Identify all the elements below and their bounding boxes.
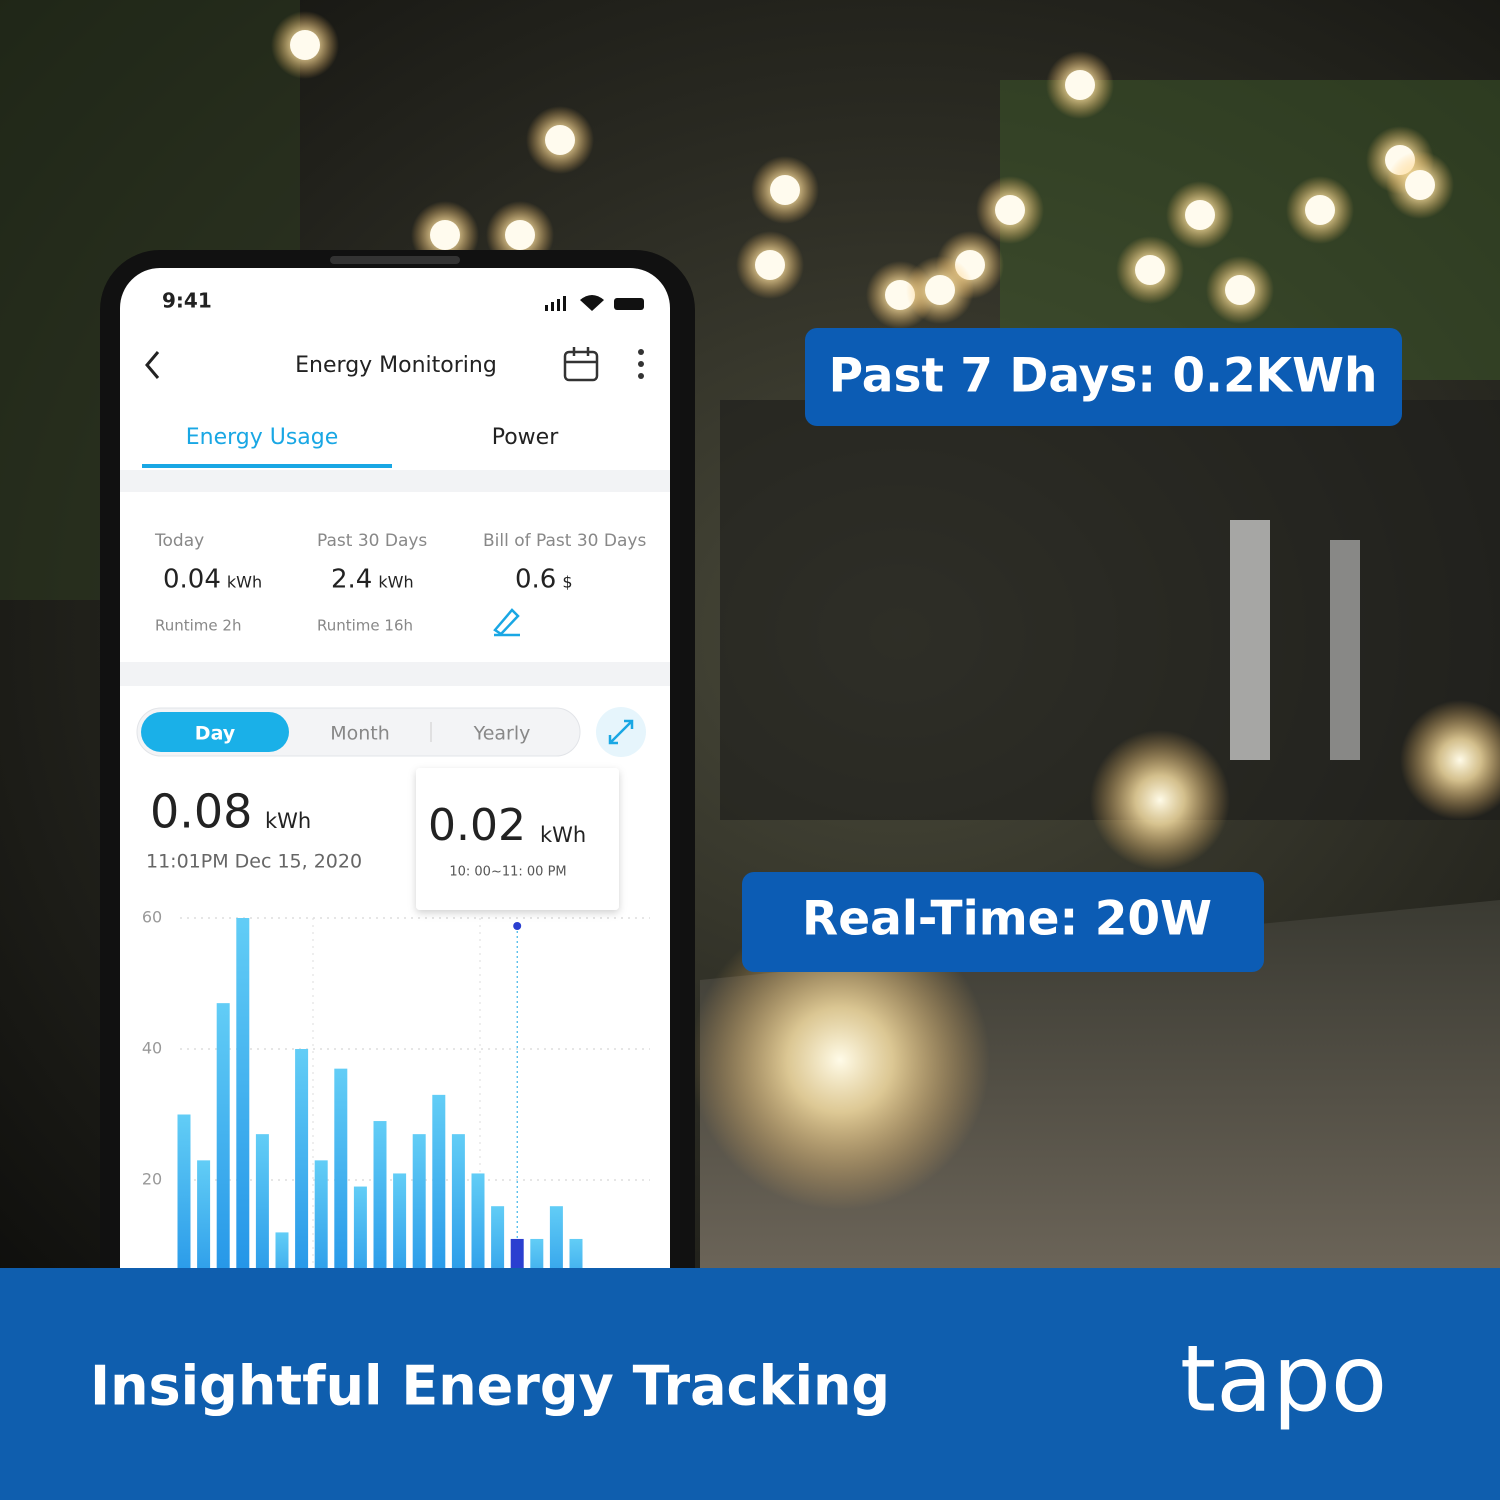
callout-text: Real-Time: 20W (802, 892, 1212, 947)
light-bulb (995, 195, 1025, 225)
tagline: Insightful Energy Tracking (90, 1355, 890, 1418)
tab[interactable]: Power (492, 425, 559, 450)
footer-banner (0, 1268, 1500, 1500)
screen-title: Energy Monitoring (295, 353, 497, 378)
bar (510, 1238, 524, 1268)
summary-note: Runtime 2h (155, 617, 241, 635)
period-tab[interactable]: Yearly (473, 723, 531, 745)
back-button[interactable] (145, 351, 160, 379)
y-tick-label: 20 (142, 1170, 162, 1189)
bar (530, 1238, 544, 1268)
bar (353, 1186, 367, 1268)
summary-value: 0.04 (163, 565, 221, 595)
light-bulb (1405, 170, 1435, 200)
bar (412, 1134, 426, 1268)
tab[interactable]: Energy Usage (186, 425, 339, 450)
light-bulb (1185, 200, 1215, 230)
bar (216, 1003, 230, 1268)
summary-unit: kWh (378, 573, 413, 592)
app-screen: 9:41 Energy Monitoring Energy Usage Powe… (120, 289, 670, 1268)
light-bulb (505, 220, 535, 250)
bar (549, 1206, 563, 1268)
light-bulb (1135, 255, 1165, 285)
bar (491, 1206, 505, 1268)
summary-label: Past 30 Days (317, 531, 427, 551)
light-bulb (1065, 70, 1095, 100)
bar (177, 1114, 191, 1268)
background-photo (0, 0, 1500, 1268)
edit-icon[interactable] (493, 608, 520, 637)
light-bulb (430, 220, 460, 250)
summary-unit: kWh (227, 573, 262, 592)
callout: Past 7 Days: 0.2KWh (805, 328, 1402, 426)
period-tab[interactable]: Month (330, 723, 390, 745)
bar (334, 1068, 348, 1268)
bar (295, 1049, 309, 1268)
reading-value: 0.08 (150, 785, 252, 839)
tooltip-unit: kWh (540, 823, 586, 847)
bar (275, 1232, 289, 1268)
light-bulb (770, 175, 800, 205)
summary-unit: $ (562, 573, 572, 592)
tooltip-value: 0.02 (428, 800, 526, 851)
bar (471, 1173, 485, 1268)
tooltip-card (416, 768, 619, 910)
light-bulb (290, 30, 320, 60)
summary-value: 2.4 (331, 565, 372, 595)
expand-button[interactable] (596, 707, 646, 757)
brand-logo: tapo (1180, 1325, 1387, 1432)
bar (432, 1094, 446, 1268)
period-selected (141, 712, 289, 752)
bar (197, 1160, 211, 1268)
cursor-dot (513, 922, 522, 930)
more-menu[interactable] (638, 349, 644, 379)
bar (373, 1121, 387, 1268)
status-icons (545, 295, 644, 311)
y-tick-label: 40 (142, 1039, 162, 1058)
bar (236, 918, 250, 1268)
bar (314, 1160, 328, 1268)
bar (393, 1173, 407, 1268)
separator (120, 662, 670, 686)
bar (451, 1134, 465, 1268)
bar (569, 1238, 583, 1268)
period-tab[interactable]: Day (195, 723, 236, 745)
separator (120, 470, 670, 492)
callout: Real-Time: 20W (742, 872, 1264, 972)
summary-label: Today (154, 531, 204, 551)
light-bulb (925, 275, 955, 305)
calendar-icon[interactable] (563, 347, 599, 382)
light-bulb (1225, 275, 1255, 305)
summary-value: 0.6 (515, 565, 556, 595)
status-time: 9:41 (162, 289, 212, 313)
reading-time: 11:01PM Dec 15, 2020 (146, 851, 362, 873)
y-tick-label: 60 (142, 908, 162, 927)
callout-text: Past 7 Days: 0.2KWh (829, 349, 1378, 404)
reading-unit: kWh (265, 809, 311, 833)
light-bulb (545, 125, 575, 155)
light-bulb (755, 250, 785, 280)
bar (255, 1134, 269, 1268)
summary-note: Runtime 16h (317, 617, 413, 635)
summary-label: Bill of Past 30 Days (483, 531, 646, 551)
light-bulb (1305, 195, 1335, 225)
tab-underline (142, 464, 392, 468)
tooltip-range: 10: 00~11: 00 PM (449, 865, 566, 880)
